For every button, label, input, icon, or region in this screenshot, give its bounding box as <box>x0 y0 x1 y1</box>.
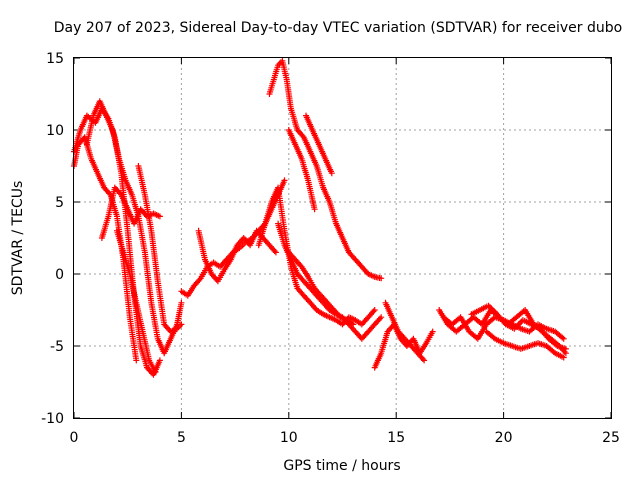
series-trace-19 <box>468 302 569 352</box>
x-tick-label: 20 <box>495 430 513 446</box>
series-trace-12 <box>285 127 318 213</box>
y-tick-label: -5 <box>50 339 64 355</box>
y-axis-label: SDTVAR / TECUs <box>10 181 26 296</box>
plus-markers-trace-12 <box>285 127 318 213</box>
data-series <box>71 57 569 378</box>
series-trace-11 <box>266 57 385 282</box>
plus-markers-trace-14 <box>285 249 357 328</box>
x-tick-labels: 0 5 10 15 20 25 <box>70 430 620 446</box>
plus-markers-trace-6 <box>114 227 159 375</box>
y-tick-labels: -10 -5 0 5 10 15 <box>41 51 64 427</box>
plus-markers-trace-5 <box>135 163 185 335</box>
plus-markers-trace-7 <box>178 177 288 299</box>
series-trace-15 <box>371 321 436 371</box>
series-trace-14 <box>285 249 357 328</box>
series-trace-10 <box>275 220 385 342</box>
series-trace-20 <box>483 328 567 361</box>
series-trace-7 <box>178 177 288 299</box>
x-tick-label: 10 <box>280 430 298 446</box>
plus-markers-trace-8 <box>195 227 279 285</box>
y-tick-label: 5 <box>55 195 64 211</box>
plot-frame <box>73 57 612 419</box>
series-trace-5 <box>135 163 185 335</box>
y-tick-label: 10 <box>46 123 64 139</box>
series-trace-8 <box>195 227 279 285</box>
chart-title: Day 207 of 2023, Sidereal Day-to-day VTE… <box>54 20 622 36</box>
x-tick-label: 5 <box>177 430 186 446</box>
plus-markers-trace-10 <box>275 220 385 342</box>
x-tick-label: 0 <box>70 430 79 446</box>
series-trace-6 <box>114 227 159 375</box>
plus-markers-trace-3 <box>83 98 185 357</box>
series-trace-16 <box>382 299 428 364</box>
plus-markers-trace-11 <box>266 57 385 282</box>
x-tick-label: 25 <box>602 430 620 446</box>
plus-markers-trace-20 <box>483 328 567 361</box>
plus-markers-trace-15 <box>371 321 436 371</box>
y-tick-label: -10 <box>41 411 64 427</box>
series-trace-3 <box>83 98 185 357</box>
plus-markers-trace-19 <box>468 302 569 352</box>
plus-markers-trace-16 <box>382 299 428 364</box>
y-tick-label: 15 <box>46 51 64 67</box>
y-tick-label: 0 <box>55 267 64 283</box>
plus-markers-trace-13 <box>303 112 335 177</box>
gridlines <box>74 58 611 418</box>
x-tick-label: 15 <box>387 430 405 446</box>
x-axis-label: GPS time / hours <box>283 458 400 474</box>
series-trace-13 <box>303 112 335 177</box>
